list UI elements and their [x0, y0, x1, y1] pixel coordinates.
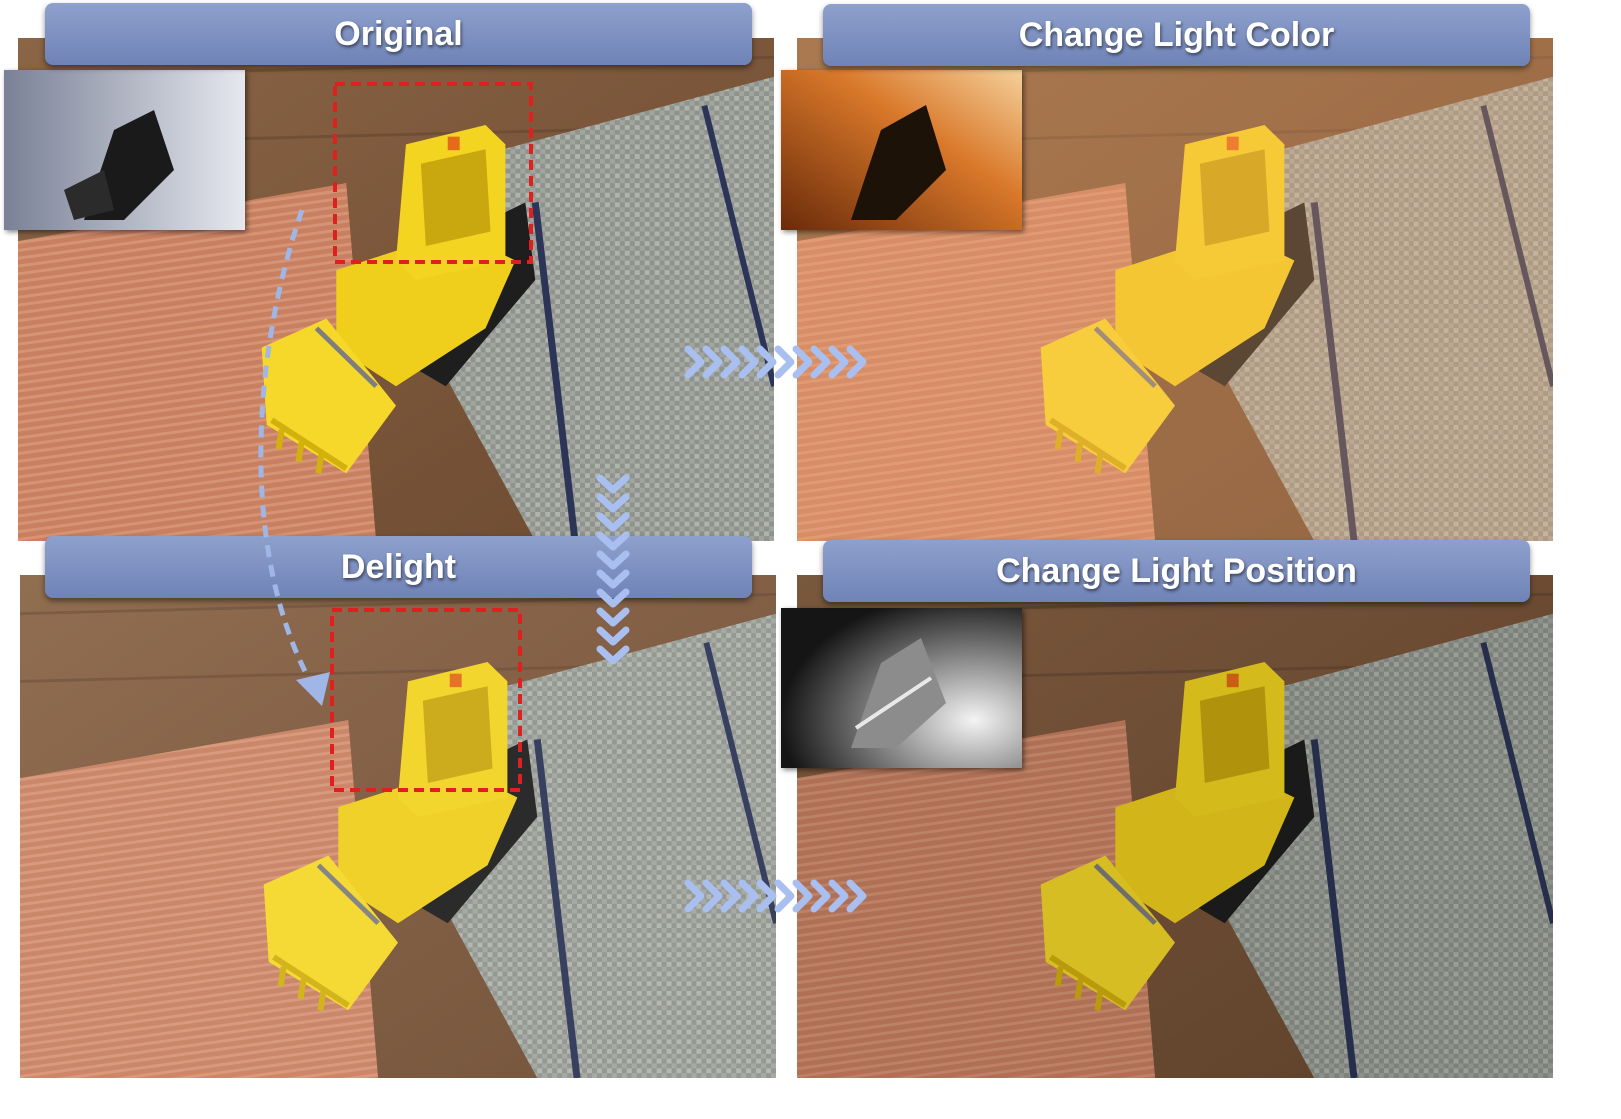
title-original: Original — [45, 3, 752, 65]
title-change-light-position: Change Light Position — [823, 540, 1530, 602]
chevron-right-icon — [774, 345, 795, 379]
inset-change-light-color-light-map — [781, 70, 1022, 230]
inset-original-light-map — [4, 70, 245, 230]
title-delight: Delight — [45, 536, 752, 598]
panel-delight — [20, 575, 776, 1078]
title-change-light-color: Change Light Color — [823, 4, 1530, 66]
scene-delight-image — [20, 575, 776, 1078]
chevron-right-icon — [774, 879, 795, 913]
inset-change-light-position-light-map — [781, 608, 1022, 768]
